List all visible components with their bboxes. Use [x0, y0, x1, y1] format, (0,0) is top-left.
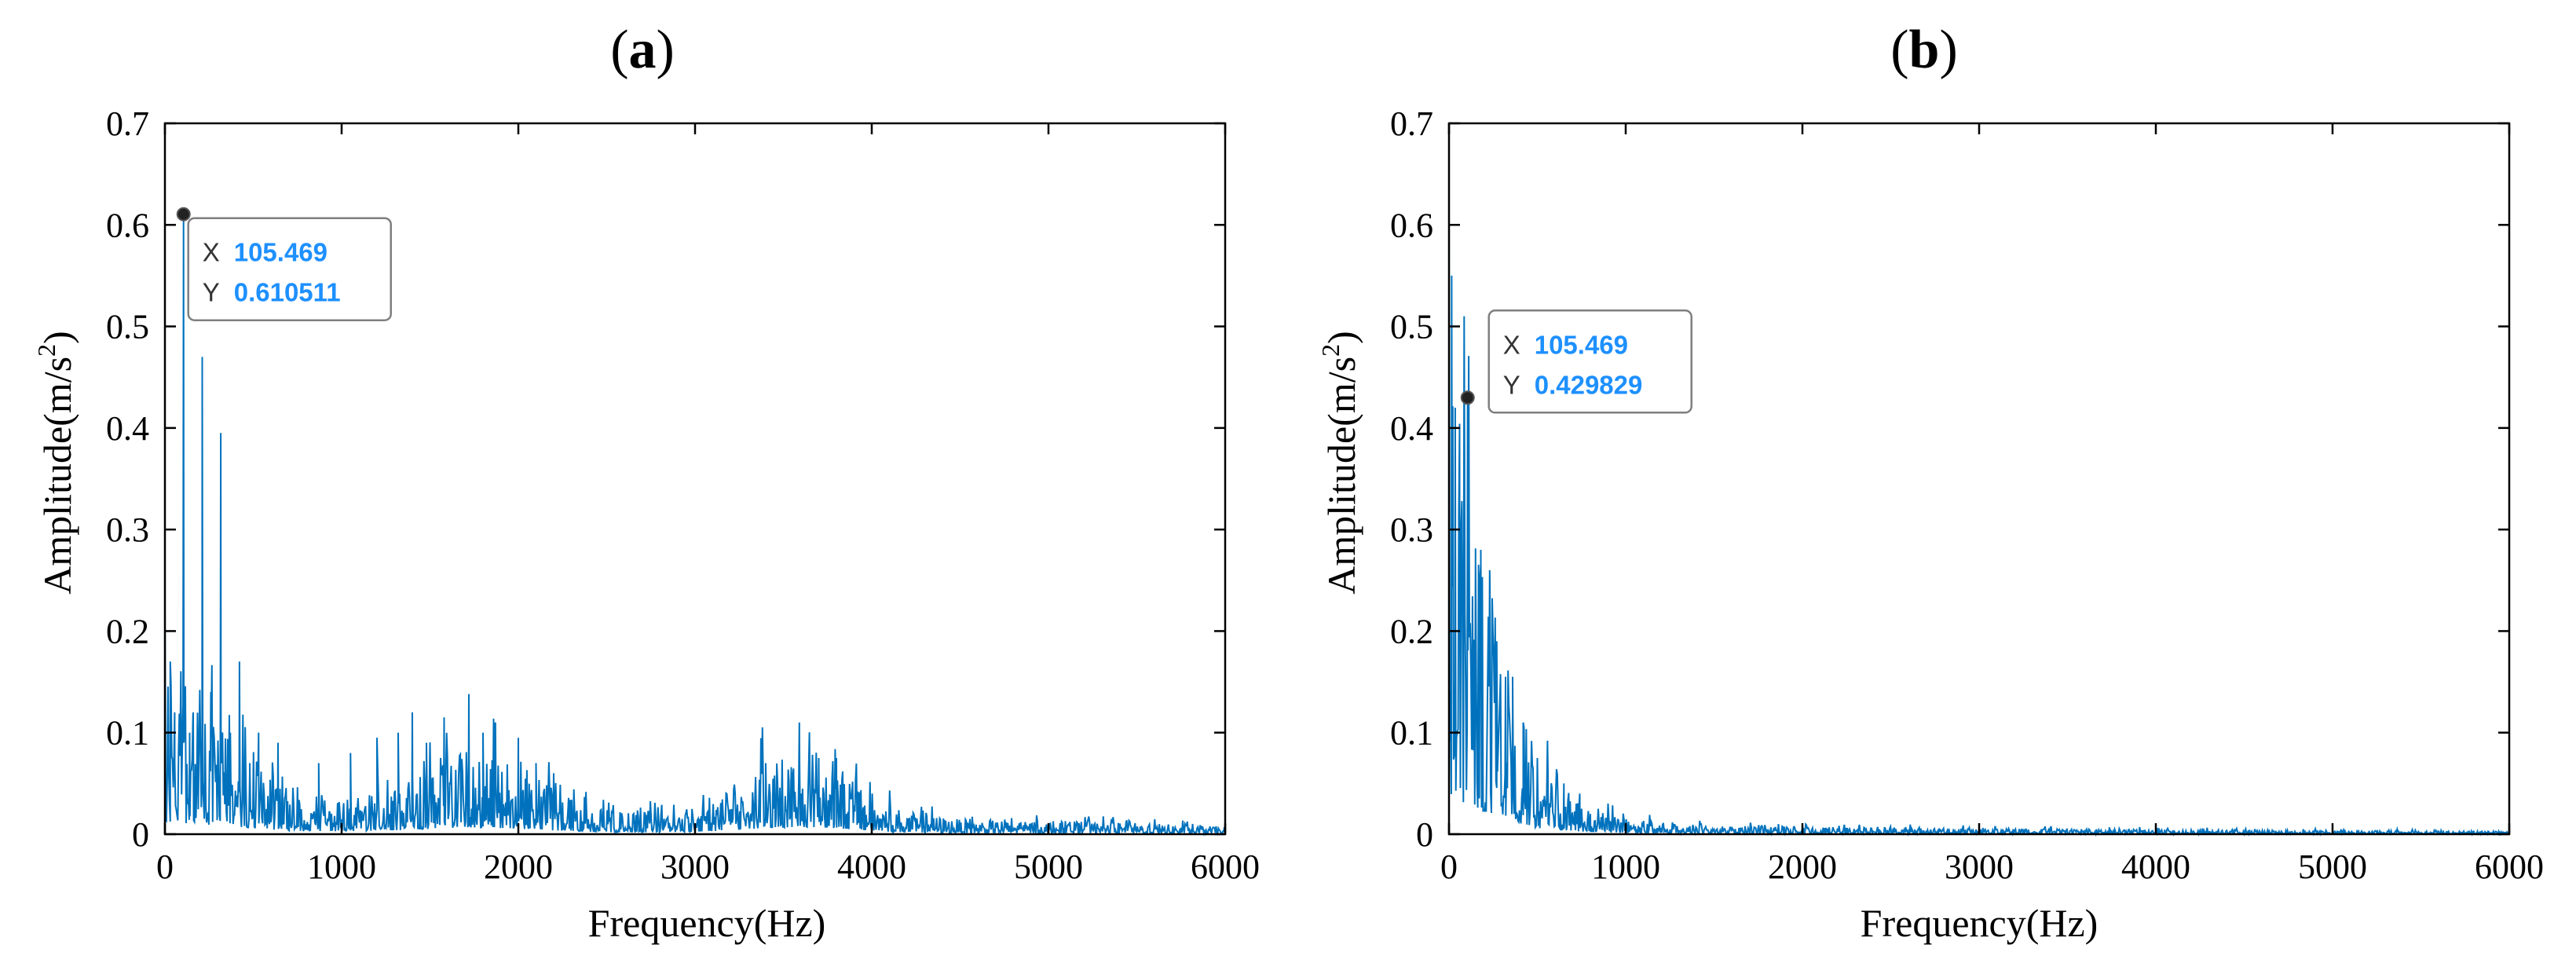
y-tick-labels: 0 0.1 0.2 0.3 0.4 0.5 0.6 0.7: [106, 104, 149, 854]
panel-letter-a: a: [629, 20, 657, 80]
y-axis-label-sup: 2: [32, 344, 60, 357]
x-tick-label: 2000: [1768, 848, 1837, 886]
y-axis-label-main: Amplitude(m/s: [1319, 357, 1363, 595]
x-axis-label: Frequency(Hz): [1861, 901, 2098, 945]
datatip-x-label: X: [1503, 330, 1520, 359]
panel-label-b: (b): [1890, 20, 1958, 80]
datatip-y-label: Y: [1503, 370, 1520, 399]
y-tick-label: 0.2: [1390, 612, 1433, 650]
datatip[interactable]: X 105.469 Y 0.429829: [1487, 309, 1692, 414]
x-tick-label: 4000: [2121, 848, 2190, 886]
panel-letter-b: b: [1909, 20, 1940, 80]
y-tick-label: 0: [132, 815, 149, 854]
y-tick-label: 0.6: [106, 206, 149, 244]
x-tick-label: 5000: [2298, 848, 2367, 886]
datatip-y-label: Y: [203, 278, 220, 307]
y-tick-label: 0.4: [106, 409, 149, 448]
y-tick-label: 0.1: [1390, 714, 1433, 752]
y-tick-label: 0.7: [106, 104, 149, 143]
x-tick-label: 0: [156, 848, 174, 886]
series-line-spectrum: [1448, 204, 2510, 837]
x-tick-labels: 0 1000 2000 3000 4000 5000 6000: [1440, 848, 2544, 886]
datatip-marker[interactable]: [1460, 390, 1475, 405]
x-tick-label: 5000: [1014, 848, 1083, 886]
datatip-x-value: 105.469: [234, 238, 327, 267]
y-tick-label: 0.1: [106, 714, 149, 752]
chart-panel-a: (a) 0 0.1 0.2 0.3 0.4 0.5 0.6 0.7 0 1000 2000 3000…: [32, 20, 1260, 945]
datatip-y-value: 0.610511: [234, 278, 341, 307]
y-tick-label: 0.5: [106, 308, 149, 346]
x-tick-label: 0: [1440, 848, 1458, 886]
x-tick-label: 6000: [2475, 848, 2544, 886]
y-tick-label: 0: [1416, 815, 1433, 854]
x-tick-label: 1000: [1591, 848, 1660, 886]
series-line-spectrum: [164, 214, 1226, 837]
datatip-marker[interactable]: [176, 207, 191, 222]
datatip[interactable]: X 105.469 Y 0.610511: [187, 217, 392, 321]
x-tick-label: 4000: [837, 848, 906, 886]
y-tick-labels: 0 0.1 0.2 0.3 0.4 0.5 0.6 0.7: [1390, 104, 1433, 854]
y-tick-label: 0.5: [1390, 308, 1433, 346]
y-tick-label: 0.3: [1390, 511, 1433, 549]
datatip-box: [187, 217, 392, 321]
y-tick-label: 0.6: [1390, 206, 1433, 244]
y-tick-label: 0.3: [106, 511, 149, 549]
y-tick-label: 0.2: [106, 612, 149, 650]
y-axis-label-close: ): [1319, 331, 1363, 344]
y-axis-label: Amplitude(m/s2): [1316, 331, 1363, 594]
datatip-x-label: X: [203, 238, 220, 267]
y-axis-label-close: ): [35, 331, 79, 344]
datatip-y-value: 0.429829: [1535, 370, 1643, 399]
y-axis-label-sup: 2: [1316, 344, 1345, 357]
x-tick-label: 1000: [307, 848, 376, 886]
y-tick-label: 0.4: [1390, 409, 1433, 448]
x-tick-labels: 0 1000 2000 3000 4000 5000 6000: [156, 848, 1260, 886]
datatip-box: [1487, 309, 1692, 414]
y-axis-label-main: Amplitude(m/s: [35, 357, 79, 595]
x-tick-label: 3000: [660, 848, 730, 886]
x-tick-label: 2000: [484, 848, 553, 886]
datatip-x-value: 105.469: [1535, 330, 1628, 359]
x-tick-label: 6000: [1191, 848, 1260, 886]
x-axis-label: Frequency(Hz): [588, 901, 826, 945]
x-tick-label: 3000: [1945, 848, 2014, 886]
y-tick-label: 0.7: [1390, 104, 1433, 143]
chart-panel-b: (b) 0 0.1 0.2 0.3 0.4 0.5 0.6 0.7 0 1000 2000 3000…: [1316, 20, 2544, 945]
panel-label-a: (a): [610, 20, 675, 80]
y-axis-label: Amplitude(m/s2): [32, 331, 79, 594]
plot-area-frame: [1447, 122, 2511, 836]
